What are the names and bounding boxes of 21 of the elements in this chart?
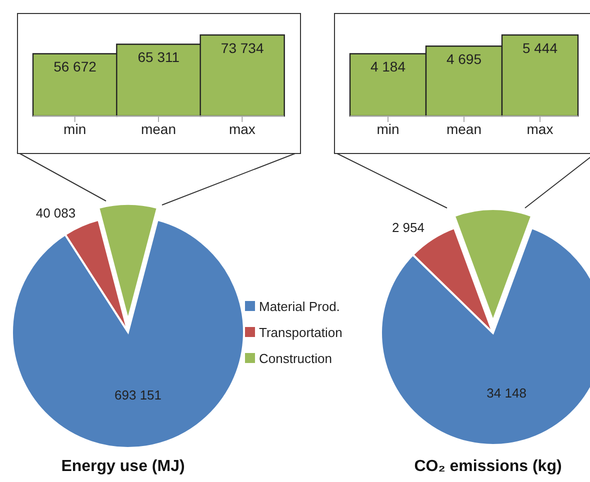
data-label: 40 083 xyxy=(36,206,76,221)
legend-label: Material Prod. xyxy=(259,298,340,314)
text: CO₂ emissions (kg) xyxy=(413,458,563,476)
data-label: 2 954 xyxy=(392,220,424,235)
data-label: 73 734 xyxy=(220,40,264,56)
data-label: 4 695 xyxy=(446,51,482,68)
data-label: 693 151 xyxy=(114,388,162,403)
data-label: 65 311 xyxy=(138,49,180,66)
legend-label: Construction xyxy=(259,350,332,366)
data-label: 5 444 xyxy=(522,40,558,56)
text: Energy use (MJ) xyxy=(60,458,186,476)
data-label: 34 148 xyxy=(486,386,526,401)
x-tick-label: max xyxy=(228,120,256,137)
x-tick-label: max xyxy=(526,120,554,137)
legend-label: Transportation xyxy=(259,324,342,340)
data-label: 4 184 xyxy=(370,58,406,75)
x-tick-label: mean xyxy=(140,120,176,137)
x-tick-label: min xyxy=(64,120,86,137)
x-tick-label: min xyxy=(376,120,400,137)
data-label: 56 672 xyxy=(54,58,97,75)
x-tick-label: mean xyxy=(446,120,482,137)
